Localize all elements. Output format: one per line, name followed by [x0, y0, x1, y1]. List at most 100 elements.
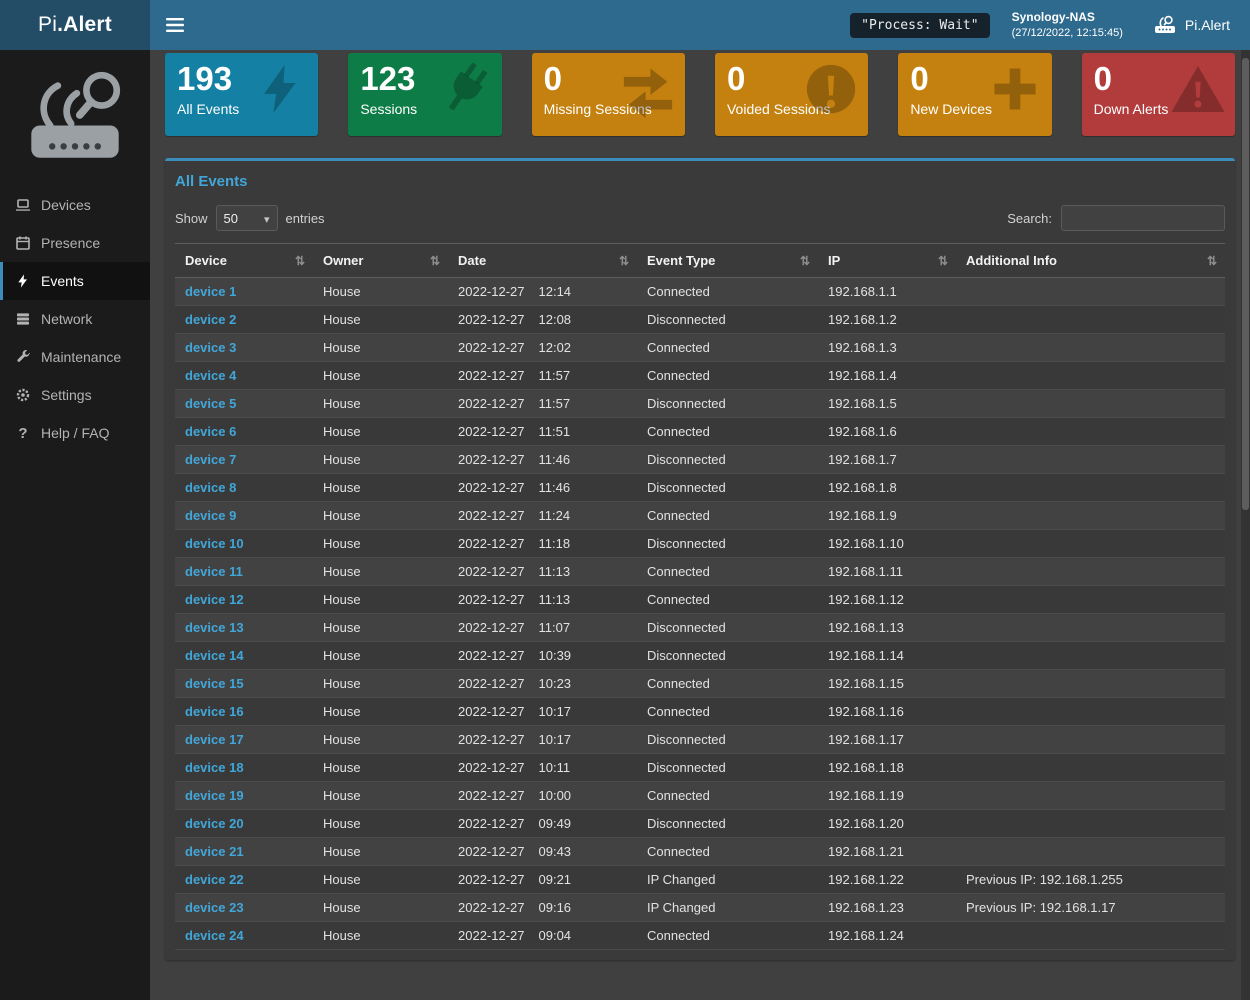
device-link[interactable]: device 23: [185, 900, 244, 915]
device-link[interactable]: device 2: [185, 312, 237, 327]
sidebar-item-settings[interactable]: Settings: [0, 376, 150, 414]
additional-info-cell: [956, 837, 1225, 866]
scrollbar-track[interactable]: [1241, 50, 1250, 1000]
ip-cell: 192.168.1.15: [818, 669, 956, 698]
chevron-down-icon: [264, 211, 270, 226]
owner-cell: House: [313, 725, 448, 754]
page-length-select[interactable]: 50: [215, 205, 278, 231]
device-link[interactable]: device 11: [185, 564, 243, 579]
sidebar: Devices Presence Events Network Maintena…: [0, 50, 150, 1000]
brand-text-bold: .Alert: [57, 13, 112, 36]
sidebar-item-maintenance[interactable]: Maintenance: [0, 338, 150, 376]
owner-cell: House: [313, 333, 448, 362]
event-type-cell: Connected: [637, 501, 818, 530]
device-cell: device 19: [175, 781, 313, 810]
owner-cell: House: [313, 669, 448, 698]
sidebar-item-label: Events: [41, 273, 84, 289]
device-link[interactable]: device 4: [185, 368, 237, 383]
device-cell: device 14: [175, 641, 313, 670]
additional-info-cell: [956, 501, 1225, 530]
sidebar-item-events[interactable]: Events: [0, 262, 150, 300]
search-control: Search:: [1007, 205, 1225, 231]
date-cell: 2022-12-27 09:16: [448, 893, 637, 922]
table-row: device 4 House 2022-12-27 11:57 Connected…: [175, 361, 1225, 390]
device-link[interactable]: device 24: [185, 928, 244, 943]
top-navbar: Pi .Alert "Process: Wait" Synology-NAS (2…: [0, 0, 1250, 50]
ip-cell: 192.168.1.13: [818, 613, 956, 642]
additional-info-cell: [956, 361, 1225, 390]
warn-icon: [1169, 60, 1227, 118]
sidebar-item-devices[interactable]: Devices: [0, 186, 150, 224]
stat-label: Sessions: [360, 100, 418, 117]
device-link[interactable]: device 9: [185, 508, 237, 523]
column-header-owner[interactable]: Owner: [313, 243, 448, 278]
owner-cell: House: [313, 417, 448, 446]
device-link[interactable]: device 7: [185, 452, 237, 467]
event-type-cell: Disconnected: [637, 613, 818, 642]
device-link[interactable]: device 12: [185, 592, 244, 607]
column-header-device[interactable]: Device: [175, 243, 313, 278]
additional-info-cell: [956, 585, 1225, 614]
entries-label: entries: [285, 210, 325, 226]
column-header-additional-info[interactable]: Additional Info: [956, 243, 1225, 278]
user-menu[interactable]: Pi.Alert: [1145, 15, 1238, 35]
ip-cell: 192.168.1.19: [818, 781, 956, 810]
sidebar-item-presence[interactable]: Presence: [0, 224, 150, 262]
device-link[interactable]: device 8: [185, 480, 237, 495]
sidebar-item-network[interactable]: Network: [0, 300, 150, 338]
host-name: Synology-NAS: [1011, 10, 1095, 25]
owner-cell: House: [313, 501, 448, 530]
table-row: device 5 House 2022-12-27 11:57 Disconnec…: [175, 389, 1225, 418]
device-link[interactable]: device 21: [185, 844, 244, 859]
device-link[interactable]: device 1: [185, 284, 237, 299]
stat-card-voided-sessions: 0 Voided Sessions: [714, 53, 869, 136]
ip-cell: 192.168.1.12: [818, 585, 956, 614]
column-header-ip[interactable]: IP: [818, 243, 956, 278]
event-type-cell: Connected: [637, 417, 818, 446]
device-link[interactable]: device 3: [185, 340, 237, 355]
device-link[interactable]: device 14: [185, 648, 244, 663]
brand-logo[interactable]: Pi .Alert: [0, 0, 150, 50]
stat-card-all-events: 193 All Events: [165, 53, 319, 136]
event-type-cell: IP Changed: [637, 893, 818, 922]
date-cell: 2022-12-27 10:17: [448, 725, 637, 754]
device-link[interactable]: device 18: [185, 760, 244, 775]
sidebar-toggle-button[interactable]: [150, 0, 200, 50]
additional-info-cell: [956, 669, 1225, 698]
owner-cell: House: [313, 305, 448, 334]
stat-label: Missing Sessions: [543, 100, 652, 117]
column-header-date[interactable]: Date: [448, 243, 637, 278]
search-input[interactable]: [1061, 205, 1225, 231]
owner-cell: House: [313, 809, 448, 838]
device-link[interactable]: device 6: [185, 424, 237, 439]
device-link[interactable]: device 17: [185, 732, 244, 747]
owner-cell: House: [313, 697, 448, 726]
device-link[interactable]: device 22: [185, 872, 244, 887]
column-header-event-type[interactable]: Event Type: [637, 243, 818, 278]
device-link[interactable]: device 16: [185, 704, 244, 719]
table-row: device 10 House 2022-12-27 11:18 Disconne…: [175, 529, 1225, 558]
additional-info-cell: [956, 529, 1225, 558]
stat-card-down-alerts: 0 Down Alerts: [1081, 53, 1235, 136]
event-type-cell: IP Changed: [637, 865, 818, 894]
ip-cell: 192.168.1.7: [818, 445, 956, 474]
device-link[interactable]: device 19: [185, 788, 244, 803]
date-cell: 2022-12-27 11:18: [448, 529, 637, 558]
additional-info-cell: [956, 613, 1225, 642]
device-link[interactable]: device 15: [185, 676, 244, 691]
stat-label: All Events: [177, 100, 240, 117]
sidebar-item-help-faq[interactable]: Help / FAQ: [0, 414, 150, 452]
additional-info-cell: [956, 781, 1225, 810]
owner-cell: House: [313, 641, 448, 670]
event-type-cell: Disconnected: [637, 305, 818, 334]
device-link[interactable]: device 20: [185, 816, 244, 831]
plug-icon: [436, 60, 494, 118]
device-link[interactable]: device 10: [185, 536, 244, 551]
device-cell: device 17: [175, 725, 313, 754]
device-link[interactable]: device 13: [185, 620, 244, 635]
scrollbar-thumb[interactable]: [1242, 58, 1249, 510]
owner-cell: House: [313, 389, 448, 418]
device-link[interactable]: device 5: [185, 396, 237, 411]
pialert-icon: [1154, 15, 1175, 33]
additional-info-cell: [956, 809, 1225, 838]
